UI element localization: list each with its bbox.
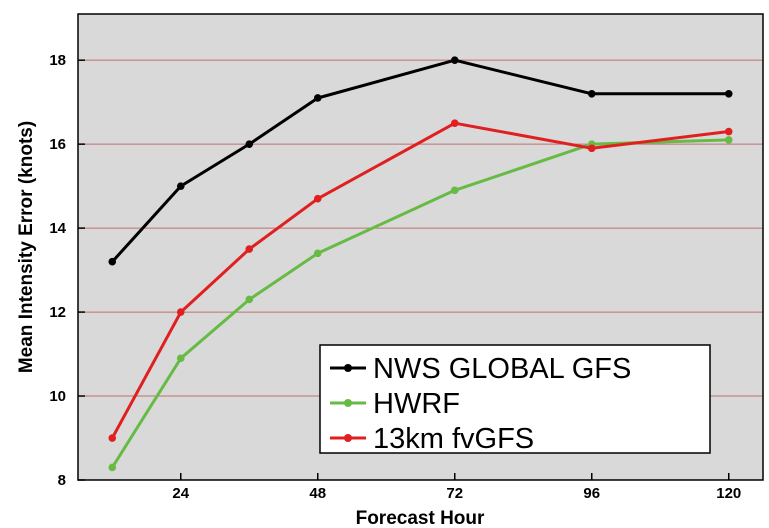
legend-label: NWS GLOBAL GFS	[373, 353, 631, 385]
x-tick-label: 48	[309, 485, 326, 502]
series-layer	[108, 56, 733, 472]
legend-box	[319, 344, 711, 454]
legend-label: HWRF	[373, 388, 460, 420]
data-point-13km-fvgfs	[176, 308, 185, 316]
data-point-13km-fvgfs	[108, 434, 117, 442]
series-nws-global-gfs	[108, 56, 733, 266]
data-point-13km-fvgfs	[313, 194, 322, 203]
y-tick-label: 12	[49, 304, 66, 321]
legend-item-13km-fvgfs: 13km fvGFS	[330, 423, 534, 455]
y-axis-title: Mean Intensity Error (knots)	[16, 121, 37, 373]
legend-swatch-marker	[344, 399, 352, 407]
data-point-nws-global-gfs	[245, 140, 254, 148]
y-tick-label: 10	[49, 388, 66, 405]
data-point-hwrf	[450, 186, 459, 195]
legend-item-hwrf: HWRF	[330, 388, 460, 420]
x-tick-label: 120	[716, 485, 741, 502]
x-tick-label: 24	[172, 485, 189, 502]
data-point-13km-fvgfs	[724, 127, 733, 136]
x-tick-label: 72	[446, 485, 463, 502]
data-point-nws-global-gfs	[587, 89, 596, 98]
tick-layer: 8 10 12 14 16 18 24 48 72 96 120	[49, 52, 741, 502]
data-point-13km-fvgfs	[245, 245, 254, 253]
legend-swatch-marker	[344, 434, 352, 442]
data-point-nws-global-gfs	[176, 182, 185, 190]
data-point-nws-global-gfs	[108, 257, 117, 266]
series-13km-fvgfs	[108, 119, 733, 442]
data-point-hwrf	[724, 136, 733, 144]
legend-swatch-marker	[344, 364, 352, 372]
x-tick-label: 96	[583, 485, 600, 502]
data-point-hwrf	[313, 249, 322, 258]
data-point-hwrf	[245, 295, 254, 304]
data-point-hwrf	[108, 463, 117, 472]
data-point-nws-global-gfs	[724, 89, 733, 98]
data-point-nws-global-gfs	[450, 56, 459, 64]
y-tick-label: 16	[49, 136, 66, 153]
x-axis-title: Forecast Hour	[356, 508, 485, 528]
data-point-nws-global-gfs	[313, 94, 322, 102]
y-tick-label: 14	[49, 220, 66, 237]
legend-label: 13km fvGFS	[373, 423, 534, 455]
legend-item-nws-global-gfs: NWS GLOBAL GFS	[330, 353, 631, 385]
data-point-13km-fvgfs	[450, 119, 459, 127]
data-point-13km-fvgfs	[587, 144, 596, 153]
series-hwrf	[108, 136, 733, 472]
plot-frame	[77, 13, 764, 481]
data-point-hwrf	[176, 354, 185, 363]
y-tick-label: 8	[58, 472, 66, 489]
y-tick-label: 18	[49, 52, 66, 69]
